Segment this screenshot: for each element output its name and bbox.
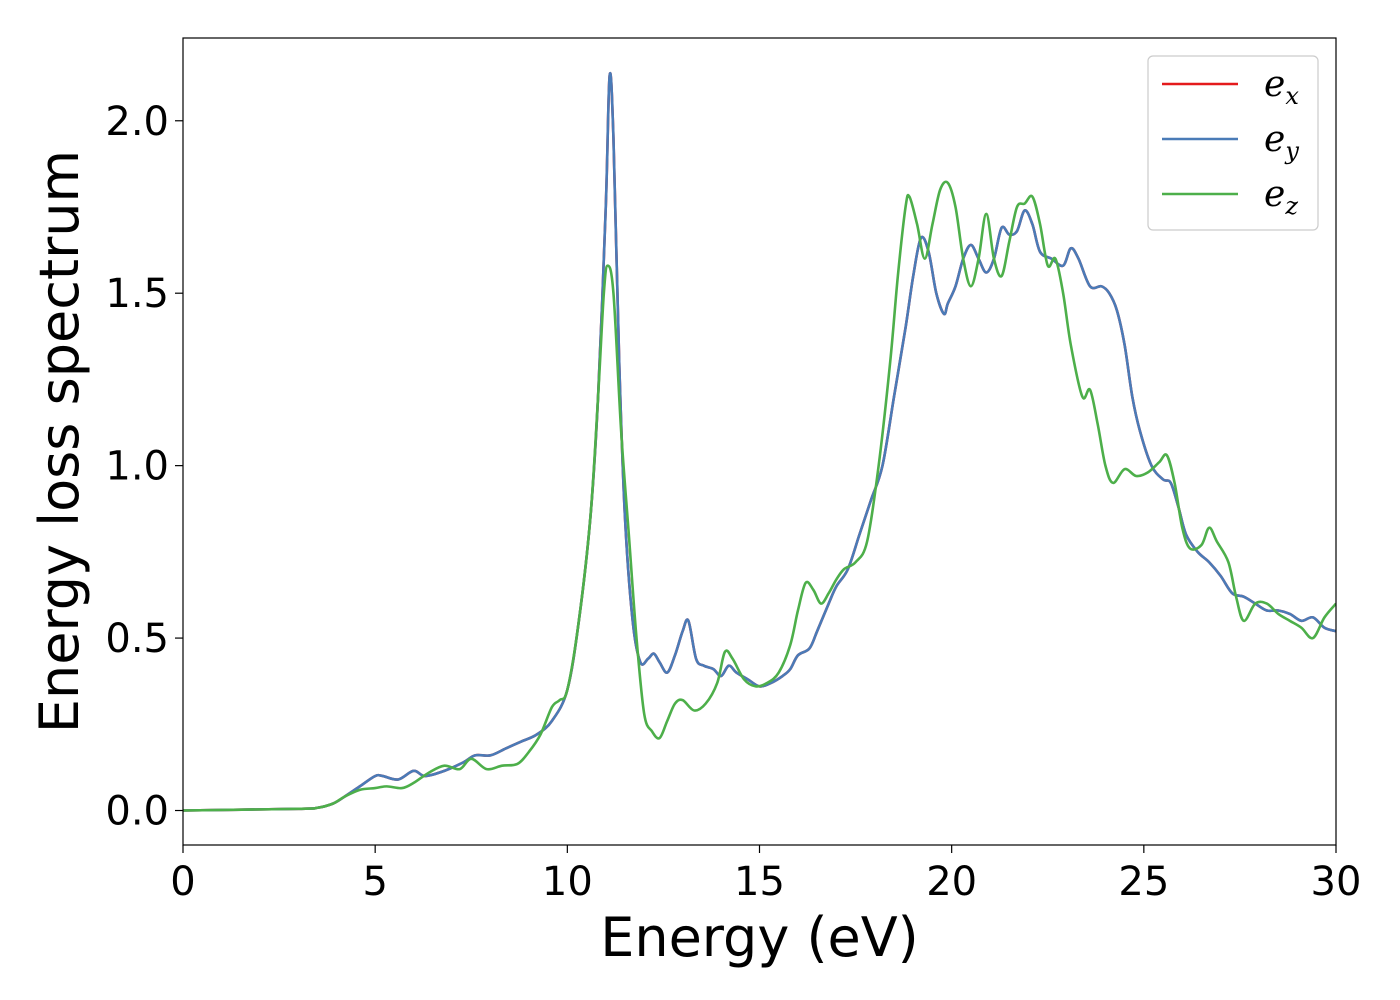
x-tick-label: 15 — [734, 859, 785, 905]
y-tick-label: 0.5 — [105, 616, 169, 662]
legend-label-main: e — [1264, 174, 1285, 215]
y-tick-label: 1.5 — [105, 271, 169, 317]
x-tick-label: 0 — [170, 859, 195, 905]
legend-label-sub: z — [1284, 192, 1298, 220]
y-tick-label: 1.0 — [105, 444, 169, 490]
legend-label-sub: y — [1284, 137, 1299, 165]
y-tick-label: 0.0 — [105, 789, 169, 835]
legend-label-z: ez — [1264, 174, 1298, 220]
legend-label-main: e — [1264, 119, 1285, 160]
legend-label-main: e — [1264, 64, 1285, 105]
x-tick-label: 20 — [926, 859, 977, 905]
x-tick-label: 10 — [542, 859, 593, 905]
legend-label-sub: x — [1285, 82, 1299, 110]
x-tick-label: 25 — [1118, 859, 1169, 905]
x-axis-ticks: 0 5 10 15 20 25 30 — [170, 845, 1361, 905]
series-line-y — [183, 72, 1336, 812]
x-tick-label: 5 — [362, 859, 387, 905]
legend-box — [1147, 55, 1319, 231]
y-axis-ticks: 0.0 0.5 1.0 1.5 2.0 — [105, 99, 183, 835]
y-axis-title: Energy loss spectrum — [28, 150, 91, 733]
legend-label-y: ey — [1264, 119, 1299, 165]
series-line-z — [183, 180, 1336, 812]
x-tick-label: 30 — [1311, 859, 1362, 905]
y-tick-label: 2.0 — [105, 99, 169, 145]
legend-label-x: ex — [1264, 64, 1299, 110]
series-layer — [183, 72, 1336, 812]
x-axis-title: Energy (eV) — [600, 906, 919, 969]
